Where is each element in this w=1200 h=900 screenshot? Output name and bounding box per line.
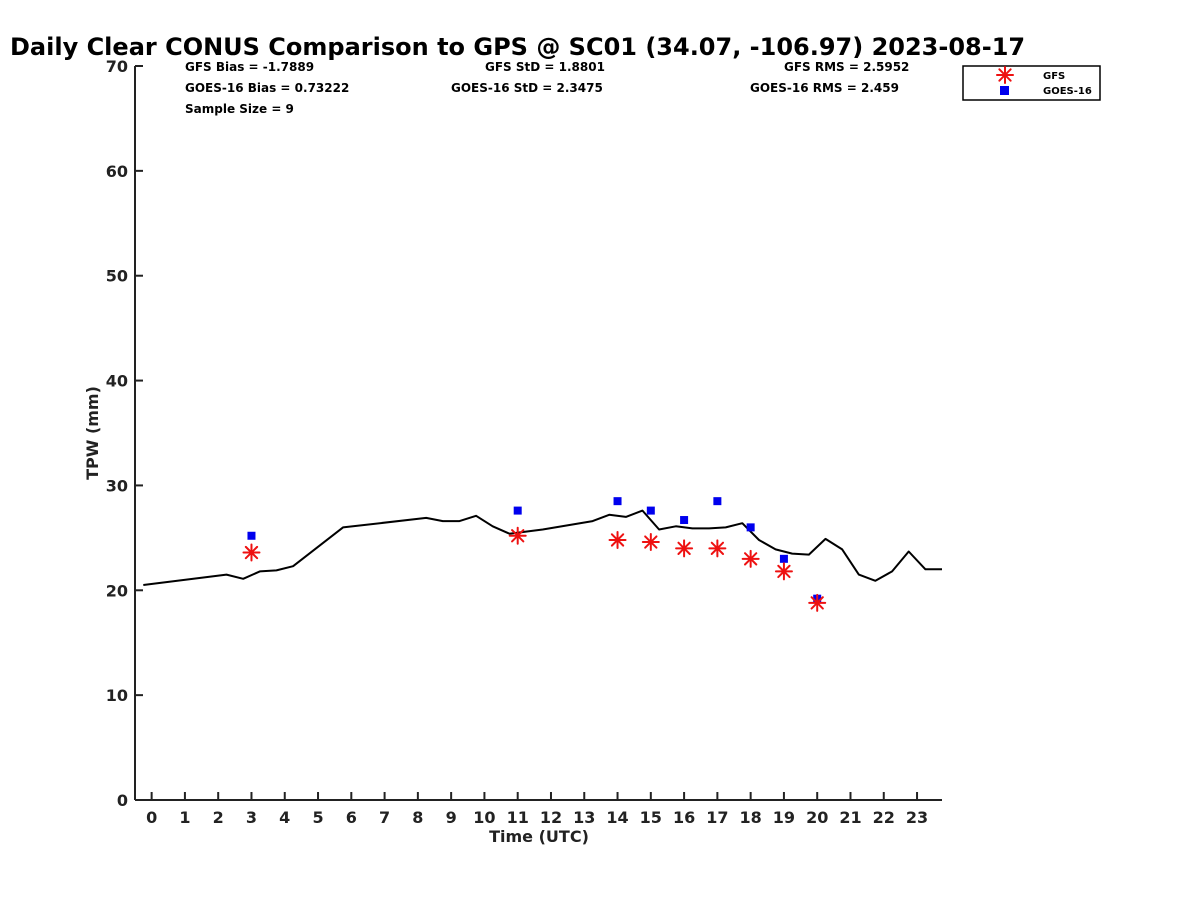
x-tick-label: 9 (446, 808, 457, 827)
x-axis-label: Time (UTC) (489, 827, 589, 846)
y-tick-label: 70 (106, 57, 128, 76)
x-tick-label: 2 (213, 808, 224, 827)
x-tick-label: 19 (773, 808, 795, 827)
x-tick-label: 22 (873, 808, 895, 827)
legend-gfs-asterisk (996, 66, 1014, 84)
legend: GFS GOES-16 (962, 65, 1101, 101)
stat-goes-std: GOES-16 StD = 2.3475 (451, 81, 603, 95)
y-tick-label: 0 (117, 791, 128, 810)
goes-point (513, 506, 522, 515)
x-tick-label: 4 (279, 808, 290, 827)
legend-goes-label: GOES-16 (1043, 86, 1092, 97)
goes-point (646, 506, 655, 515)
goes-point (680, 516, 689, 525)
axes (134, 66, 942, 801)
stat-goes-rms: GOES-16 RMS = 2.459 (750, 81, 899, 95)
x-tick-label: 17 (706, 808, 728, 827)
legend-box (962, 65, 1101, 101)
x-tick-label: 14 (606, 808, 628, 827)
goes-point (713, 497, 722, 506)
y-axis-label: TPW (mm) (83, 386, 102, 480)
x-tick-label: 8 (412, 808, 423, 827)
x-tick-label: 16 (673, 808, 695, 827)
stat-gfs-rms: GFS RMS = 2.5952 (784, 60, 909, 74)
x-tick-label: 23 (906, 808, 928, 827)
goes-point (746, 523, 755, 532)
stat-goes-bias: GOES-16 Bias = 0.73222 (185, 81, 349, 95)
chart-title: Daily Clear CONUS Comparison to GPS @ SC… (10, 33, 1025, 61)
y-tick-label: 40 (106, 372, 128, 391)
legend-gfs-label: GFS (1043, 71, 1065, 82)
x-tick-label: 7 (379, 808, 390, 827)
x-tick-label: 10 (473, 808, 495, 827)
legend-goes-square-icon (1000, 86, 1009, 95)
plot-area (143, 497, 942, 612)
gps-series-line (143, 509, 942, 586)
gfs-point (808, 593, 827, 612)
gfs-point (641, 533, 660, 552)
gfs-point (708, 539, 727, 558)
stat-gfs-std: GFS StD = 1.8801 (485, 60, 605, 74)
x-tick-label: 3 (246, 808, 257, 827)
stat-gfs-bias: GFS Bias = -1.7889 (185, 60, 314, 74)
gfs-point (675, 539, 694, 558)
x-tick-label: 1 (179, 808, 190, 827)
gfs-point (741, 549, 760, 568)
x-tick-label: 20 (806, 808, 828, 827)
gfs-point (242, 543, 261, 562)
gfs-point (774, 562, 793, 581)
x-tick-label: 13 (573, 808, 595, 827)
x-tick-label: 5 (312, 808, 323, 827)
stat-sample-size: Sample Size = 9 (185, 102, 294, 116)
x-tick-label: 18 (740, 808, 762, 827)
x-tick-label: 0 (146, 808, 157, 827)
axis-ticks (135, 65, 919, 801)
y-tick-label: 30 (106, 476, 128, 495)
x-tick-label: 15 (640, 808, 662, 827)
legend-gfs-asterisk-icon (996, 66, 1014, 84)
goes-point (613, 497, 622, 506)
goes-point (779, 554, 788, 563)
goes-point (247, 531, 256, 540)
x-tick-label: 6 (346, 808, 357, 827)
x-tick-label: 11 (507, 808, 529, 827)
x-tick-label: 12 (540, 808, 562, 827)
y-tick-label: 50 (106, 267, 128, 286)
x-tick-label: 21 (839, 808, 861, 827)
y-tick-label: 10 (106, 686, 128, 705)
stats-block: GFS Bias = -1.7889 GOES-16 Bias = 0.7322… (185, 60, 909, 116)
y-tick-label: 60 (106, 162, 128, 181)
gfs-point (508, 526, 527, 545)
gfs-point (608, 530, 627, 549)
y-tick-label: 20 (106, 581, 128, 600)
